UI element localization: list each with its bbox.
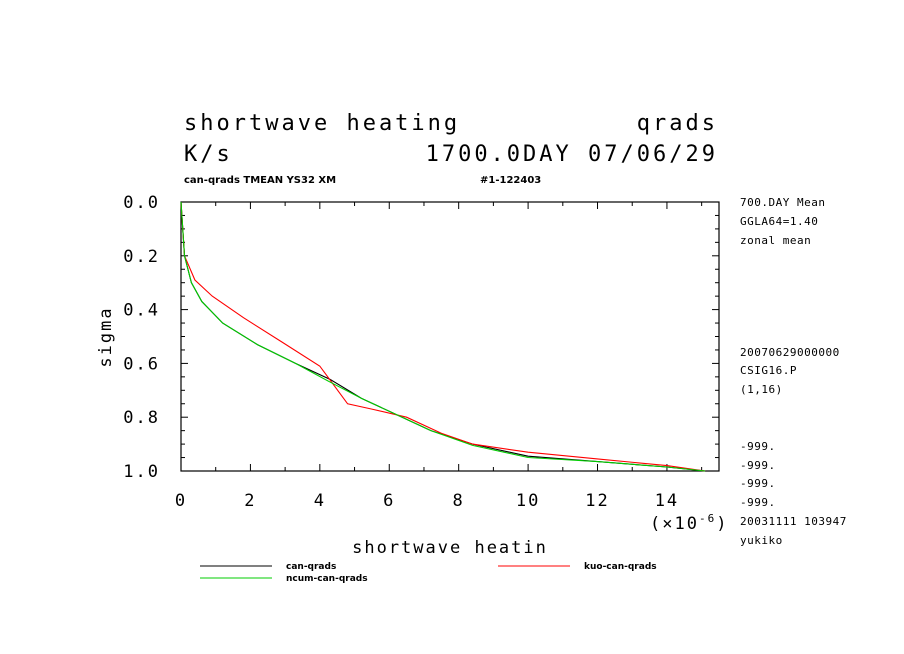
legend: can-qrads ncum-can-qrads kuo-can-qrads: [200, 562, 657, 584]
y-axis-label: sigma: [96, 306, 116, 367]
side-info-missing-3: -999.: [740, 477, 776, 490]
y-tick-label: 0.4: [123, 301, 160, 321]
y-tick-label: 0.0: [123, 193, 160, 213]
x-tick-label: 14: [655, 491, 679, 511]
x-tick-label: 0: [175, 491, 187, 511]
side-info-mean: 700.DAY Mean: [740, 196, 825, 209]
time-label: 1700.0DAY 07/06/29: [426, 142, 718, 167]
y-tick-label: 0.2: [123, 247, 160, 267]
variable-name: qrads: [637, 111, 718, 136]
tick-marks: [180, 201, 719, 472]
tick-labels: 0 2 4 6 8 10 12 14 0.0 0.2 0.4 0.6 0.8 1.0: [123, 193, 679, 511]
legend-label-can-qrads: can-qrads: [286, 562, 336, 572]
side-info-timestamp: 20031111 103947: [740, 515, 847, 528]
x-multiplier-suffix: ): [716, 514, 728, 534]
series-line-ncum-can-qrads: [180, 201, 706, 472]
side-info-coord: CSIG16.P: [740, 364, 797, 377]
x-axis-label: shortwave heatin: [352, 538, 548, 558]
series-line-kuo-can-qrads: [180, 201, 706, 472]
legend-label-ncum-can-qrads: ncum-can-qrads: [286, 574, 368, 584]
side-info-range: (1,16): [740, 383, 783, 396]
units-label: K/s: [184, 142, 233, 167]
side-info-grid: GGLA64=1.40: [740, 215, 818, 228]
side-info-zonal: zonal mean: [740, 234, 811, 247]
x-multiplier-exponent: -6: [699, 512, 716, 525]
x-multiplier: (×10-6): [650, 512, 728, 534]
y-tick-label: 0.8: [123, 408, 160, 428]
side-info-user: yukiko: [740, 534, 783, 547]
x-tick-label: 8: [453, 491, 465, 511]
x-tick-label: 10: [516, 491, 540, 511]
side-info-missing-2: -999.: [740, 459, 776, 472]
x-multiplier-prefix: (×10: [650, 514, 699, 534]
x-tick-label: 6: [383, 491, 395, 511]
y-tick-label: 1.0: [123, 462, 160, 482]
subtitle: can-qrads TMEAN YS32 XM: [184, 175, 336, 186]
chart-title: shortwave heating: [184, 111, 460, 136]
plot-frame: [180, 201, 720, 472]
side-info-missing-1: -999.: [740, 440, 776, 453]
x-tick-label: 4: [314, 491, 326, 511]
side-info-missing-4: -999.: [740, 496, 776, 509]
run-id: #1-122403: [480, 175, 541, 186]
x-tick-label: 2: [244, 491, 256, 511]
legend-label-kuo-can-qrads: kuo-can-qrads: [584, 562, 657, 572]
x-tick-label: 12: [585, 491, 609, 511]
series-lines: [180, 201, 706, 472]
y-tick-label: 0.6: [123, 354, 160, 374]
series-line-can-qrads: [180, 201, 706, 472]
side-info-date: 20070629000000: [740, 346, 840, 359]
